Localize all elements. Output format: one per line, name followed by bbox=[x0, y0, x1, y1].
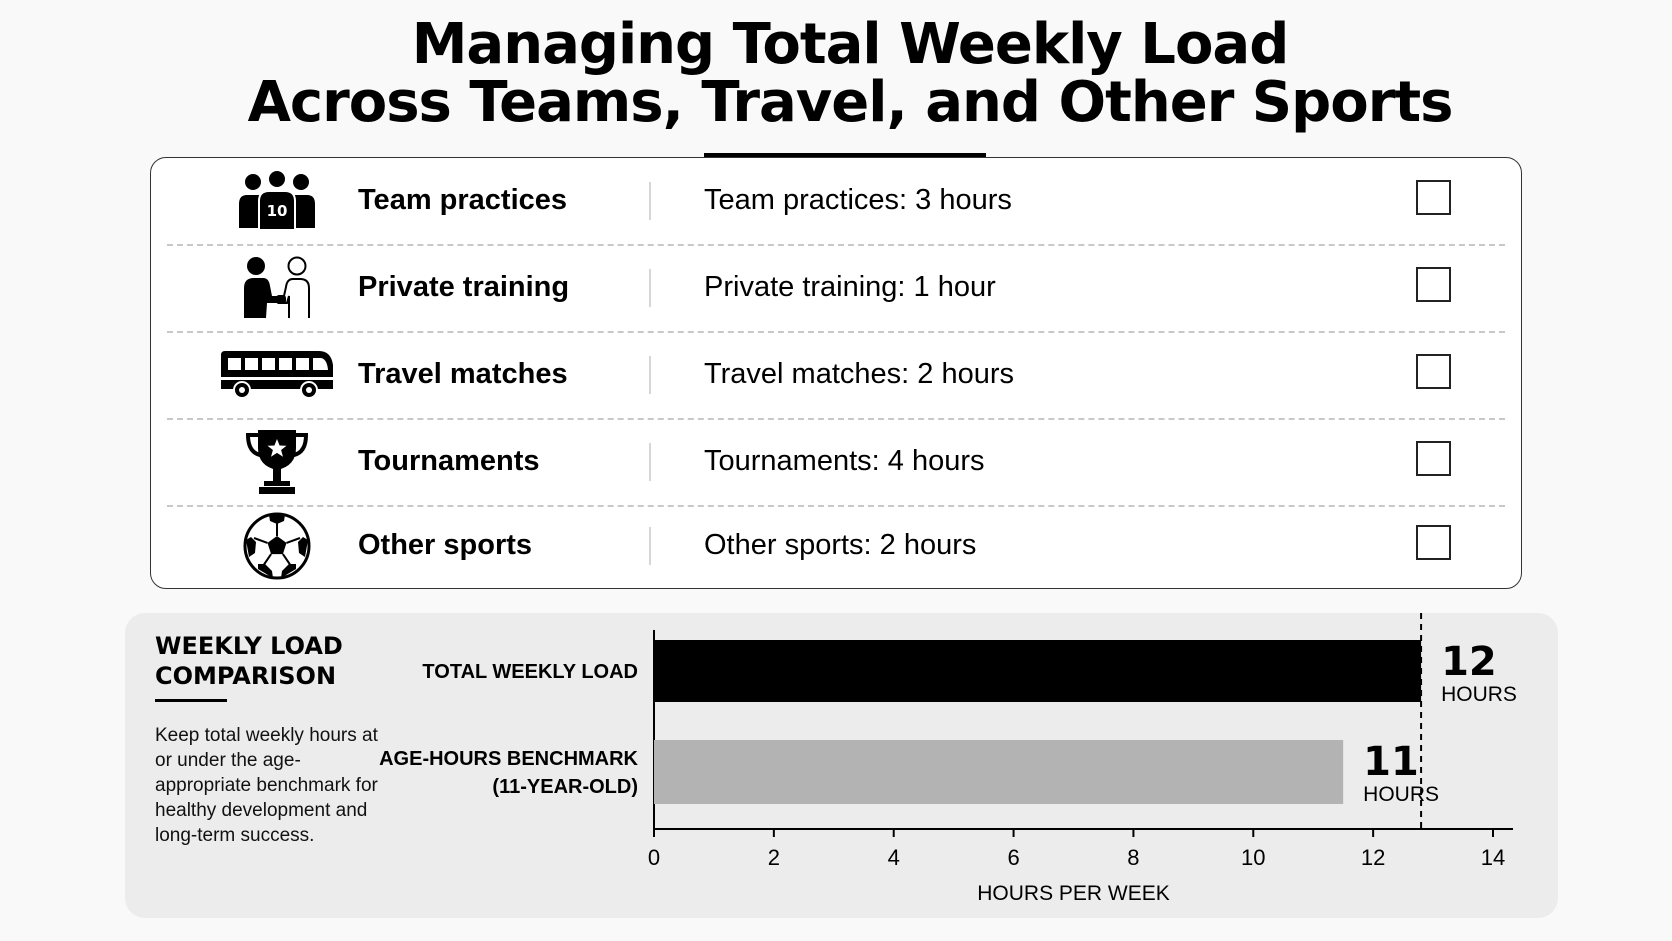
comparison-heading: WEEKLY LOAD COMPARISON bbox=[155, 631, 343, 691]
checkbox-other-sports[interactable] bbox=[1416, 525, 1451, 560]
row-detail: Tournaments: 4 hours bbox=[704, 445, 985, 477]
x-axis-title: HOURS PER WEEK bbox=[977, 882, 1170, 905]
row-detail: Private training: 1 hour bbox=[704, 271, 996, 303]
bar-total-weekly-load bbox=[654, 640, 1422, 702]
x-tick-label: 14 bbox=[1481, 845, 1505, 870]
checklist-row-travel-matches: Travel matches Travel matches: 2 hours bbox=[167, 332, 1505, 420]
soccer-ball-icon bbox=[217, 511, 337, 581]
row-label: Travel matches bbox=[358, 358, 568, 390]
checklist-row-other-sports: Other sports Other sports: 2 hours bbox=[167, 503, 1505, 589]
bar-value-unit: HOURS bbox=[1363, 783, 1439, 806]
bar-age-hours-benchmark bbox=[654, 740, 1344, 804]
row-label: Private training bbox=[358, 271, 570, 303]
bar-value-label: 11 bbox=[1363, 739, 1419, 785]
row-label: Other sports bbox=[358, 529, 533, 561]
row-detail: Other sports: 2 hours bbox=[704, 529, 977, 561]
heading-rule bbox=[155, 699, 227, 702]
private-training-icon bbox=[217, 253, 337, 323]
row-divider bbox=[649, 182, 651, 220]
checkbox-travel-matches[interactable] bbox=[1416, 354, 1451, 389]
row-divider bbox=[649, 356, 651, 394]
trophy-icon bbox=[217, 427, 337, 497]
row-divider bbox=[649, 527, 651, 565]
checkbox-tournaments[interactable] bbox=[1416, 441, 1451, 476]
row-detail: Team practices: 3 hours bbox=[704, 184, 1012, 216]
title-underline bbox=[704, 153, 986, 157]
x-tick-label: 8 bbox=[1127, 845, 1139, 870]
checklist-row-tournaments: Tournaments Tournaments: 4 hours bbox=[167, 419, 1505, 507]
row-label: Team practices bbox=[358, 184, 568, 216]
row-detail: Travel matches: 2 hours bbox=[704, 358, 1014, 390]
checklist-row-private-training: Private training Private training: 1 hou… bbox=[167, 245, 1505, 333]
title-line-2: Across Teams, Travel, and Other Sports bbox=[247, 70, 1454, 135]
row-label: Tournaments bbox=[358, 445, 540, 477]
checkbox-team-practices[interactable] bbox=[1416, 180, 1451, 215]
bar-value-label: 12 bbox=[1441, 639, 1497, 685]
bar-category-label: AGE-HOURS BENCHMARK bbox=[379, 748, 638, 770]
checkbox-private-training[interactable] bbox=[1416, 267, 1451, 302]
team-icon: 10 bbox=[217, 166, 337, 236]
bar-value-unit: HOURS bbox=[1441, 683, 1517, 706]
x-tick-label: 6 bbox=[1007, 845, 1019, 870]
row-divider bbox=[649, 269, 651, 307]
comparison-heading-line-1: WEEKLY LOAD bbox=[155, 632, 343, 660]
x-tick-label: 2 bbox=[768, 845, 780, 870]
page-title: Managing Total Weekly Load Across Teams,… bbox=[0, 16, 1672, 132]
x-tick-label: 4 bbox=[888, 845, 900, 870]
checklist-row-team-practices: 10 Team practices Team practices: 3 hour… bbox=[167, 158, 1505, 246]
title-line-1: Managing Total Weekly Load bbox=[411, 12, 1290, 77]
activity-checklist: 10 Team practices Team practices: 3 hour… bbox=[150, 157, 1522, 589]
comparison-heading-line-2: COMPARISON bbox=[155, 662, 337, 690]
x-tick-label: 0 bbox=[648, 845, 660, 870]
x-tick-label: 10 bbox=[1241, 845, 1265, 870]
bar-category-label: (11-YEAR-OLD) bbox=[492, 776, 638, 798]
jersey-number: 10 bbox=[267, 202, 288, 220]
row-divider bbox=[649, 443, 651, 481]
bar-category-label: TOTAL WEEKLY LOAD bbox=[422, 661, 638, 683]
x-tick-label: 12 bbox=[1361, 845, 1385, 870]
bus-icon bbox=[217, 340, 337, 410]
comparison-note: Keep total weekly hours at or under the … bbox=[155, 725, 378, 846]
